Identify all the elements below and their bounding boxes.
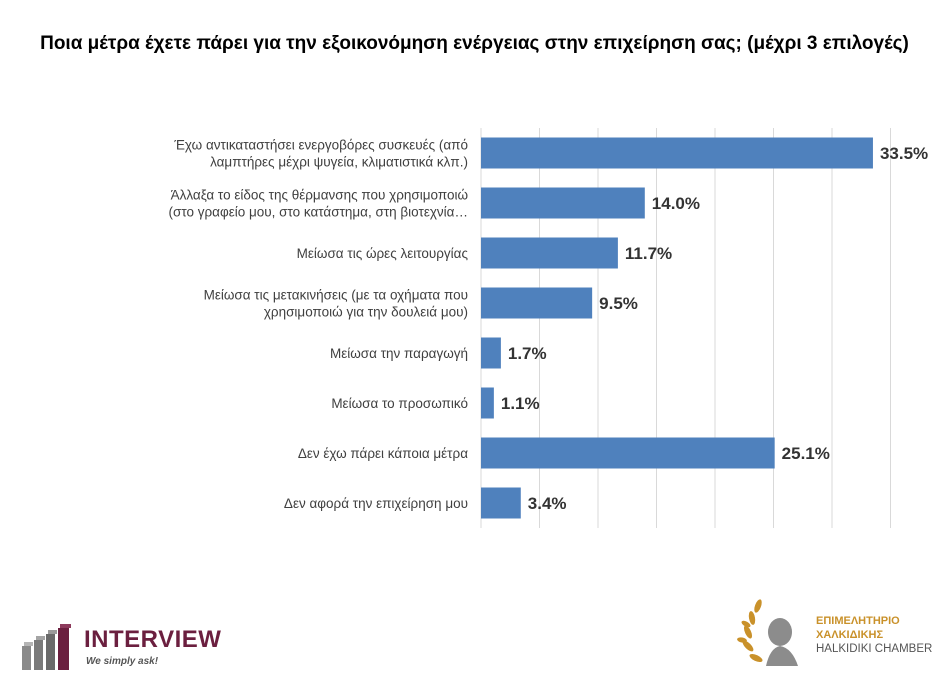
- bar: [481, 487, 521, 519]
- laurel-bust-icon: [737, 599, 798, 666]
- value-labels: 33.5% 14.0% 11.7% 9.5% 1.7% 1.1% 25.1% 3.4%: [501, 144, 928, 513]
- interview-logo-icon: [22, 624, 71, 670]
- chamber-line-3: HALKIDIKI CHAMBER: [816, 643, 933, 655]
- bar: [481, 387, 494, 419]
- category-label: Μείωσα τις ώρες λειτουργίας: [297, 246, 469, 261]
- interview-name: INTERVIEW: [84, 626, 222, 653]
- category-label: Μείωσα τις μετακινήσεις (με τα οχήματα π…: [204, 288, 468, 320]
- category-label: Μείωσα την παραγωγή: [330, 346, 468, 361]
- category-label: Μείωσα το προσωπικό: [331, 396, 468, 411]
- value-label: 14.0%: [652, 194, 700, 213]
- category-labels: Έχω αντικαταστήσει ενεργοβόρες συσκευές …: [169, 138, 469, 512]
- value-label: 11.7%: [625, 244, 672, 263]
- interview-tagline: We simply ask!: [86, 656, 159, 667]
- value-label: 1.7%: [508, 344, 547, 363]
- category-label: Άλλαξα το είδος της θέρμανσης που χρησιμ…: [169, 188, 469, 220]
- chamber-logo: ΕΠΙΜΕΛΗΤΗΡΙΟ ΧΑΛΚΙΔΙΚΗΣ HALKIDIKI CHAMBE…: [736, 596, 949, 676]
- value-label: 3.4%: [528, 494, 567, 513]
- bar: [481, 187, 645, 219]
- bar-chart: Έχω αντικαταστήσει ενεργοβόρες συσκευές …: [169, 128, 928, 528]
- bars: [481, 137, 873, 519]
- category-label: Δεν έχω πάρει κάποια μέτρα: [298, 446, 468, 461]
- value-label: 25.1%: [782, 444, 830, 463]
- value-label: 33.5%: [880, 144, 928, 163]
- chamber-line-1: ΕΠΙΜΕΛΗΤΗΡΙΟ: [816, 615, 900, 627]
- interview-logo: INTERVIEW We simply ask!: [20, 624, 250, 672]
- bar: [481, 437, 775, 469]
- value-label: 9.5%: [599, 294, 638, 313]
- chamber-name: ΕΠΙΜΕΛΗΤΗΡΙΟ ΧΑΛΚΙΔΙΚΗΣ HALKIDIKI CHAMBE…: [816, 614, 932, 656]
- chart-title: Ποια μέτρα έχετε πάρει για την εξοικονόμ…: [40, 33, 909, 54]
- bar: [481, 337, 501, 369]
- value-label: 1.1%: [501, 394, 540, 413]
- category-label: Δεν αφορά την επιχείρηση μου: [284, 496, 468, 511]
- chamber-line-2: ΧΑΛΚΙΔΙΚΗΣ: [816, 629, 884, 641]
- bar: [481, 287, 593, 319]
- category-label: Έχω αντικαταστήσει ενεργοβόρες συσκευές …: [173, 138, 468, 170]
- bar: [481, 237, 618, 269]
- bar: [481, 137, 873, 169]
